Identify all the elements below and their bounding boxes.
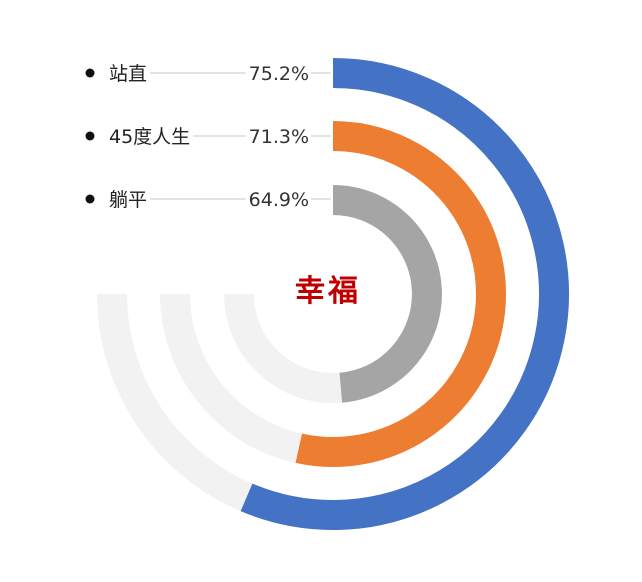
chart-title: 幸福 [295, 274, 361, 309]
data-label: 64.9% [249, 189, 309, 211]
bar-arc [332, 185, 442, 403]
bar-arc [295, 121, 506, 467]
bar-group [240, 58, 569, 530]
bar-arc [240, 58, 569, 530]
label-group: 站直 75.2% 45度人生 71.3% 躺平 64.9% [85, 63, 331, 211]
series-label: 站直 [109, 63, 147, 85]
series-label: 躺平 [109, 189, 147, 211]
legend-bullet [85, 131, 95, 141]
data-label: 75.2% [249, 63, 309, 85]
legend-bullet [85, 68, 95, 78]
series-label: 45度人生 [109, 126, 190, 148]
legend-bullet [85, 194, 95, 204]
data-label: 71.3% [249, 126, 309, 148]
